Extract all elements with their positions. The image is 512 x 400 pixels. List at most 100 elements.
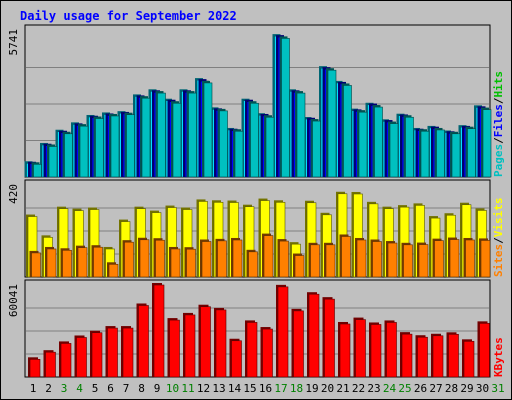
- bar: [33, 163, 42, 178]
- bar: [310, 244, 320, 278]
- bar: [389, 123, 399, 178]
- x-tick-label: 31: [491, 382, 504, 395]
- bar: [188, 92, 197, 178]
- bar: [356, 239, 367, 278]
- legend-entry-pages: Pages: [492, 144, 505, 177]
- bar: [62, 249, 72, 278]
- bar: [324, 298, 335, 378]
- x-tick-label: 13: [212, 382, 225, 395]
- bar: [215, 309, 227, 378]
- bar: [157, 92, 166, 178]
- bar: [203, 82, 213, 178]
- bar: [403, 244, 413, 278]
- bar: [312, 120, 321, 178]
- x-tick-label: 26: [414, 382, 427, 395]
- bar: [467, 128, 476, 178]
- bar: [436, 129, 445, 178]
- bar: [139, 239, 150, 278]
- bar: [172, 102, 182, 178]
- bar: [339, 323, 351, 378]
- bar: [387, 242, 398, 278]
- chart-title: Daily usage for September 2022: [20, 9, 237, 23]
- legend-bottom: KBytes: [492, 337, 505, 377]
- bar: [31, 252, 41, 278]
- bar: [107, 327, 118, 378]
- bar: [358, 111, 368, 178]
- x-tick-label: 4: [76, 382, 83, 395]
- bar: [463, 341, 475, 378]
- bar: [480, 240, 491, 278]
- bar: [169, 319, 180, 378]
- bar: [95, 118, 104, 178]
- bar: [451, 133, 461, 178]
- x-tick-label: 30: [476, 382, 489, 395]
- bar: [417, 336, 428, 378]
- x-tick-label: 17: [274, 382, 287, 395]
- bar: [60, 343, 72, 378]
- bar: [219, 110, 228, 178]
- bar: [448, 334, 459, 378]
- x-tick-label: 29: [460, 382, 473, 395]
- x-tick-label: 3: [61, 382, 68, 395]
- bar: [370, 324, 382, 378]
- bar: [372, 241, 382, 278]
- x-tick-label: 11: [181, 382, 194, 395]
- bar: [308, 293, 320, 378]
- legend-entry-sites: Sites: [492, 244, 505, 277]
- bar: [418, 244, 429, 278]
- bar: [76, 337, 87, 378]
- bar: [141, 97, 151, 178]
- x-tick-label: 24: [383, 382, 397, 395]
- bar: [432, 335, 444, 378]
- bar: [170, 248, 181, 278]
- x-tick-label: 7: [123, 382, 130, 395]
- bar: [138, 305, 149, 378]
- legend-separator: /: [492, 97, 505, 104]
- bar: [79, 125, 89, 178]
- bar: [296, 92, 306, 178]
- bar: [29, 359, 41, 378]
- bar: [91, 332, 103, 378]
- x-tick-label: 10: [166, 382, 179, 395]
- bar: [449, 239, 460, 278]
- bar: [231, 340, 242, 378]
- legend-separator: /: [492, 137, 505, 144]
- bar: [355, 319, 366, 378]
- bar: [153, 284, 165, 378]
- x-tick-label: 16: [259, 382, 272, 395]
- bar: [294, 255, 305, 278]
- bar: [277, 286, 289, 378]
- bar: [250, 102, 259, 178]
- bar: [124, 241, 134, 278]
- y-max-label-middle: 420: [7, 184, 20, 204]
- bar: [201, 241, 212, 278]
- x-tick-label: 14: [228, 382, 242, 395]
- legend-separator: /: [492, 237, 505, 244]
- bar: [341, 236, 351, 278]
- x-tick-label: 19: [305, 382, 318, 395]
- x-tick-label: 18: [290, 382, 303, 395]
- bar: [200, 306, 211, 378]
- plot-area-bottom: [24, 279, 491, 378]
- legend-top: Pages/Files/Hits: [492, 71, 505, 177]
- bar: [262, 328, 273, 378]
- bar: [46, 248, 57, 278]
- legend-entry-hits: Hits: [492, 71, 505, 98]
- bar: [420, 130, 430, 178]
- bar: [110, 115, 120, 178]
- bar: [325, 244, 336, 278]
- bar: [93, 246, 103, 278]
- bar: [122, 327, 134, 378]
- bar: [479, 323, 490, 378]
- bar: [45, 351, 56, 378]
- bar: [246, 322, 258, 378]
- bar: [265, 116, 275, 178]
- bar: [77, 247, 88, 278]
- x-tick-label: 9: [154, 382, 161, 395]
- bar: [327, 69, 337, 178]
- x-tick-label: 22: [352, 382, 365, 395]
- x-tick-label: 2: [45, 382, 52, 395]
- bar: [108, 263, 119, 278]
- legend-middle: Sites/Visits: [492, 198, 505, 278]
